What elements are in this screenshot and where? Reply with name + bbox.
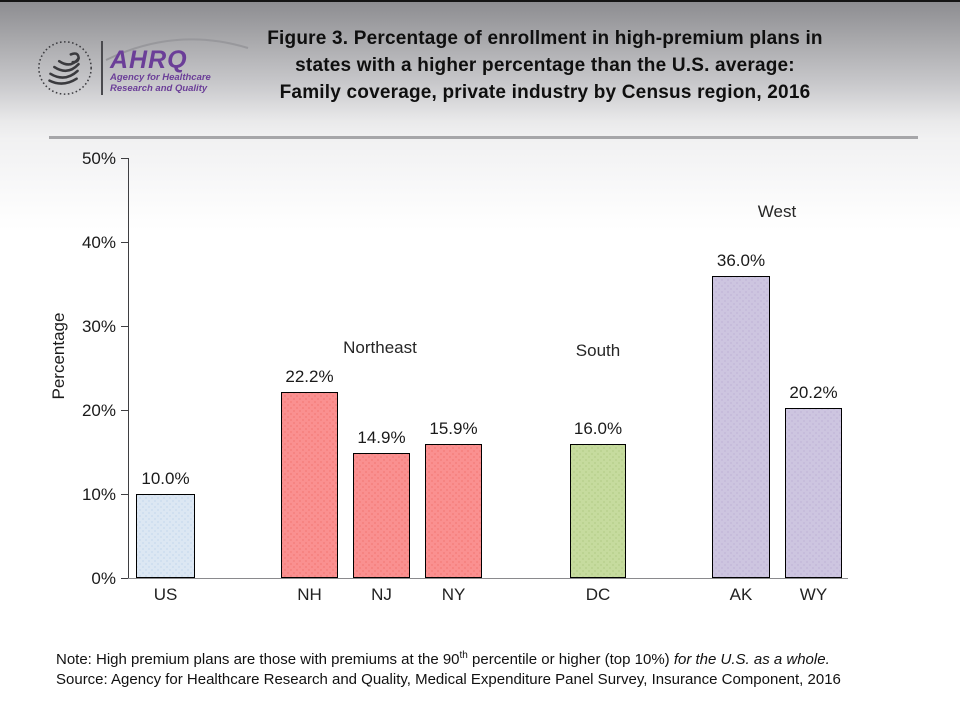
y-tick-label: 0% xyxy=(91,569,116,588)
bar-value-label: 20.2% xyxy=(789,383,838,402)
y-tick-label: 20% xyxy=(81,401,116,420)
note-text: Note: High premium plans are those with … xyxy=(56,650,830,668)
x-axis-label: DC xyxy=(585,585,611,604)
header-background xyxy=(0,2,960,140)
bar xyxy=(353,453,410,578)
bar xyxy=(570,444,626,578)
region-label: West xyxy=(757,202,797,221)
logo-divider xyxy=(101,41,103,95)
bar-value-label: 15.9% xyxy=(429,419,478,438)
ahrq-tagline-line2: Research and Quality xyxy=(110,83,208,94)
x-axis-label: NH xyxy=(297,585,322,604)
superscript-th: th xyxy=(459,650,468,661)
hhs-seal-icon xyxy=(38,41,92,95)
y-axis-title: Percentage xyxy=(49,312,68,400)
bar xyxy=(425,444,482,578)
bar-value-label: 10.0% xyxy=(141,469,190,488)
figure-title-line2: states with a higher percentage than the… xyxy=(295,55,795,76)
figure-title-line3: Family coverage, private industry by Cen… xyxy=(279,82,811,103)
y-tick-mark xyxy=(121,326,128,327)
y-tick-mark xyxy=(121,494,128,495)
bar-value-label: 22.2% xyxy=(285,367,334,386)
top-border xyxy=(0,0,960,2)
note-italic: for the U.S. as a whole. xyxy=(673,651,830,668)
bar-value-label: 16.0% xyxy=(573,419,623,438)
y-tick-mark xyxy=(121,158,128,159)
x-axis-label: WY xyxy=(799,585,828,604)
bar xyxy=(712,276,770,578)
bar xyxy=(281,392,338,578)
y-tick-label: 10% xyxy=(81,485,116,504)
region-label: Northeast xyxy=(343,338,417,357)
x-axis-label: US xyxy=(153,585,178,604)
bar-value-label: 14.9% xyxy=(357,428,406,447)
x-axis-label: NY xyxy=(441,585,466,604)
y-tick-mark xyxy=(121,242,128,243)
x-axis-label: NJ xyxy=(371,585,392,604)
y-tick-label: 50% xyxy=(81,149,116,168)
bar-value-label: 36.0% xyxy=(716,251,766,270)
figure-title-line1: Figure 3. Percentage of enrollment in hi… xyxy=(267,28,823,49)
header-fade xyxy=(0,140,960,230)
bar xyxy=(785,408,842,578)
y-tick-label: 30% xyxy=(81,317,116,336)
ahrq-wordmark: AHRQ xyxy=(110,46,188,74)
ahrq-tagline-line1: Agency for Healthcare xyxy=(110,72,211,83)
y-axis xyxy=(128,158,129,578)
x-axis-label: AK xyxy=(729,585,753,604)
header-divider xyxy=(49,136,918,139)
source-text: Source: Agency for Healthcare Research a… xyxy=(56,671,841,688)
region-label: South xyxy=(575,341,621,360)
y-tick-label: 40% xyxy=(81,233,116,252)
x-axis xyxy=(128,578,848,579)
y-tick-mark xyxy=(121,410,128,411)
bar xyxy=(136,494,195,578)
y-tick-mark xyxy=(121,578,128,579)
figure-title: Figure 3. Percentage of enrollment in hi… xyxy=(175,25,915,106)
